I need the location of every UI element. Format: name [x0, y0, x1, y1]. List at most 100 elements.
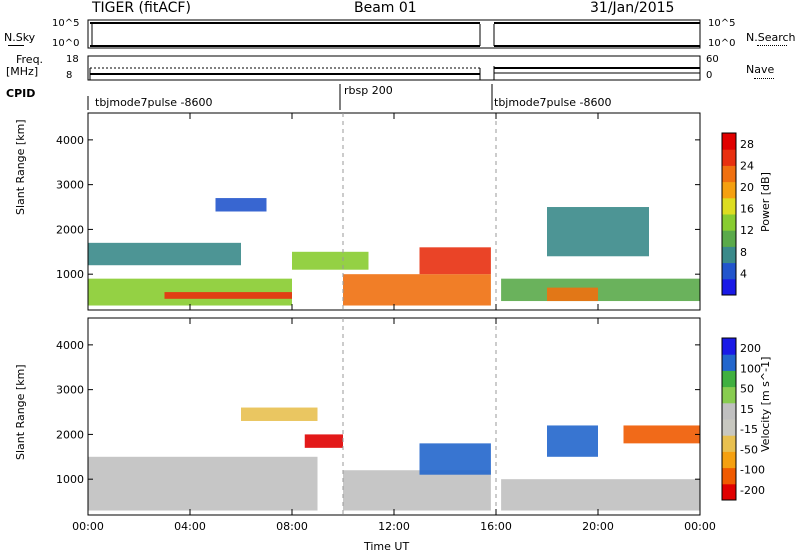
colorbar-swatch [722, 370, 736, 388]
colorbar-swatch [722, 483, 736, 501]
colorbar-tick-label: 50 [740, 383, 754, 396]
ytick-label: 2000 [56, 428, 84, 441]
cpid-segment-1: tbjmode7pulse -8600 [95, 96, 213, 109]
colorbar-tick-label: -200 [740, 484, 765, 497]
freq-label: Freq. [16, 53, 44, 66]
ytick-label: 4000 [56, 339, 84, 352]
data-band [164, 292, 292, 299]
colorbar-tick-label: 12 [740, 224, 754, 237]
colorbar-swatch [722, 435, 736, 452]
colorbar-tick-label: 4 [740, 267, 747, 280]
data-band [547, 207, 649, 257]
freq-tick-top: 18 [66, 54, 79, 65]
nave-label: Nave [746, 63, 775, 76]
xlabel: Time UT [364, 540, 410, 553]
colorbar-tick-label: 24 [740, 159, 754, 172]
nsearch-tick-bottom: 10^0 [708, 38, 736, 49]
nsky-tick-top: 10^5 [52, 18, 80, 29]
colorbar-tick-label: -100 [740, 464, 765, 477]
colorbar-swatch [722, 354, 736, 371]
xtick-label: 04:00 [174, 520, 206, 533]
nsearch-legend-line [757, 45, 787, 46]
xtick-label: 16:00 [480, 520, 512, 533]
velocity-colorbar-label: Velocity [m s^-1] [759, 356, 772, 452]
xtick-label: 12:00 [378, 520, 410, 533]
nsky-panel [87, 19, 701, 49]
data-band [547, 287, 598, 302]
colorbar-tick-label: -50 [740, 443, 758, 456]
chart-title: TIGER (fitACF) [92, 0, 191, 16]
date-label: 31/Jan/2015 [590, 0, 675, 16]
xtick-label: 00:00 [72, 520, 104, 533]
nsearch-label: N.Search [746, 31, 796, 44]
colorbar-tick-label: 28 [740, 138, 754, 151]
ytick-label: 3000 [56, 179, 84, 192]
ytick-label: 2000 [56, 223, 84, 236]
colorbar-tick-label: 200 [740, 342, 761, 355]
colorbar-swatch [722, 386, 736, 404]
cpid-label: CPID [6, 87, 36, 100]
ytick-label: 1000 [56, 268, 84, 281]
cpid-segment-2: rbsp 200 [344, 84, 393, 97]
colorbar-tick-label: 100 [740, 362, 761, 375]
nave-tick-top: 60 [706, 54, 719, 65]
data-band [501, 278, 700, 302]
nsky-tick-bottom: 10^0 [52, 38, 80, 49]
data-band [343, 274, 491, 306]
data-band [292, 251, 369, 270]
ytick-label: 4000 [56, 134, 84, 147]
colorbar-swatch [722, 451, 736, 469]
colorbar-tick-label: 16 [740, 203, 754, 216]
colorbar-swatch [722, 149, 736, 166]
freq-panel [87, 55, 701, 81]
xtick-label: 08:00 [276, 520, 308, 533]
colorbar-swatch [722, 419, 736, 436]
nsky-legend-line [8, 45, 24, 46]
freq-unit: [MHz] [6, 65, 39, 78]
cpid-segment-3: tbjmode7pulse -8600 [494, 96, 612, 109]
data-band [241, 407, 318, 421]
colorbar-swatch [722, 467, 736, 485]
colorbar-swatch [722, 338, 736, 355]
power-ylabel: Slant Range [km] [14, 119, 27, 215]
data-band [547, 425, 598, 457]
beam-label: Beam 01 [354, 0, 417, 16]
data-band [623, 425, 700, 444]
velocity-panel: 1000 2000 3000 4000 00:00 04:00 08:00 12:00 16:0… [56, 317, 765, 533]
nave-legend-line [754, 78, 774, 79]
power-panel: 1000 2000 3000 4000 4 8 12 16 20 24 28 [56, 112, 754, 311]
colorbar-swatch [722, 165, 736, 183]
colorbar-swatch [722, 278, 736, 296]
colorbar-swatch [722, 230, 736, 247]
freq-tick-bottom: 8 [66, 70, 73, 81]
data-band [88, 242, 241, 266]
cpid-panel [87, 84, 493, 110]
ytick-label: 1000 [56, 473, 84, 486]
data-band [419, 443, 491, 475]
colorbar-swatch [722, 133, 736, 150]
data-band [215, 198, 267, 212]
colorbar-tick-label: -15 [740, 423, 758, 436]
power-colorbar-label: Power [dB] [759, 172, 772, 232]
nsearch-tick-top: 10^5 [708, 18, 736, 29]
velocity-ylabel: Slant Range [km] [14, 364, 27, 460]
colorbar-swatch [722, 246, 736, 264]
colorbar-swatch [722, 181, 736, 199]
colorbar-swatch [722, 402, 736, 420]
nsky-label: N.Sky [4, 31, 36, 44]
data-band [343, 470, 491, 511]
data-band [419, 247, 491, 275]
colorbar-tick-label: 8 [740, 246, 747, 259]
colorbar-frame [721, 337, 737, 501]
colorbar-swatch [722, 214, 736, 231]
data-band [304, 434, 343, 448]
data-band [88, 456, 318, 511]
nave-tick-bottom: 0 [706, 70, 713, 81]
xtick-label: 20:00 [582, 520, 614, 533]
colorbar-tick-label: 20 [740, 181, 754, 194]
colorbar-swatch [722, 262, 736, 280]
colorbar-swatch [722, 197, 736, 215]
colorbar-frame [721, 132, 737, 296]
data-band [501, 479, 700, 511]
